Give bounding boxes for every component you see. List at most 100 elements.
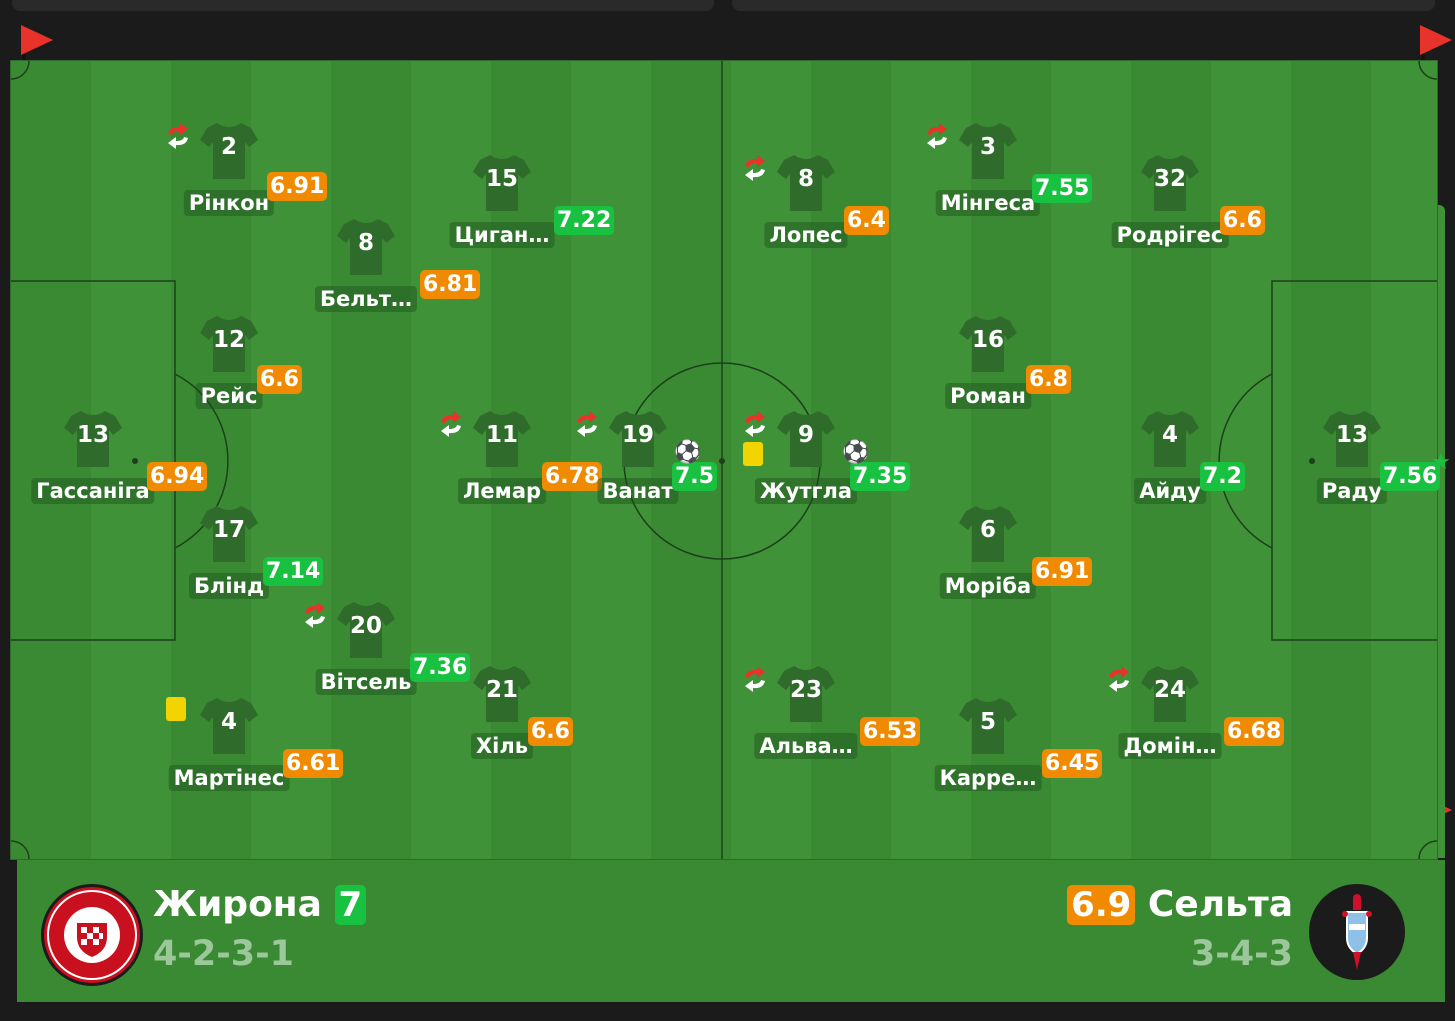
substitution-icon: [741, 410, 769, 438]
player-name: Родрігес: [1111, 222, 1229, 248]
player-number: 21: [485, 677, 518, 703]
substitution-icon: [437, 410, 465, 438]
shirt-icon: 15: [472, 152, 532, 214]
home-team-name: Жирона: [153, 884, 322, 925]
shirt-icon: 11: [472, 408, 532, 470]
player-rating: 7.55: [1032, 174, 1093, 203]
shirt-icon: 5: [958, 695, 1018, 757]
shirt-icon: 23: [776, 663, 836, 725]
teams-bar: Жирона 7 4-2-3-1 6.9 Сельта 3-4-3: [17, 860, 1445, 1002]
shirt-icon: 20: [336, 599, 396, 661]
player-name: Моріба: [939, 573, 1037, 599]
pitch-edge: [1436, 205, 1445, 858]
top-panel-right: [732, 0, 1435, 11]
player-number: 8: [357, 230, 374, 256]
substitution-icon: [1105, 665, 1133, 693]
player-rating: 6.45: [1042, 749, 1103, 778]
player-rating: 6.91: [267, 172, 328, 201]
star-icon: ★: [1431, 450, 1451, 475]
player-number: 4: [220, 709, 237, 735]
player-name: Роман: [945, 383, 1031, 409]
player-number: 20: [349, 613, 382, 639]
player-name: Хіль: [470, 733, 534, 759]
player-name: Альва…: [754, 733, 858, 759]
player-name: Ванат: [597, 478, 679, 504]
player-rating: 6.6: [257, 365, 302, 394]
player-number: 17: [212, 517, 245, 543]
home-team-title: Жирона 7: [153, 884, 367, 925]
away-team-name: Сельта: [1147, 884, 1293, 925]
player-rating: 7.14: [263, 557, 324, 586]
shirt-icon: 19: [608, 408, 668, 470]
player-rating: 6.61: [283, 749, 344, 778]
player-name: Рейс: [195, 383, 263, 409]
player-name: Лемар: [457, 478, 547, 504]
substitution-icon: [741, 665, 769, 693]
player-rating: 6.8: [1026, 365, 1071, 394]
player-rating: 7.2: [1200, 462, 1245, 491]
shirt-icon: 13: [1322, 408, 1382, 470]
shirt-icon: 32: [1140, 152, 1200, 214]
shirt-icon: 16: [958, 313, 1018, 375]
substitution-icon: [573, 410, 601, 438]
player-number: 5: [979, 709, 996, 735]
player-number: 8: [797, 166, 814, 192]
top-panel-left: [12, 0, 714, 11]
shirt-icon: 24: [1140, 663, 1200, 725]
player-name: Рінкон: [183, 190, 275, 216]
player-number: 19: [621, 422, 654, 448]
shirt-icon: 4: [199, 695, 259, 757]
player-rating: 6.6: [1220, 206, 1265, 235]
player-name: Гассаніга: [31, 478, 155, 504]
player-name: Циган…: [449, 222, 555, 248]
shirt-icon: 17: [199, 503, 259, 565]
player-name: Мартінес: [168, 765, 290, 791]
player-number: 16: [971, 327, 1004, 353]
player-name: Лопес: [764, 222, 848, 248]
player-number: 32: [1153, 166, 1186, 192]
ball-icon: ⚽: [842, 440, 870, 465]
yellow-card-icon: [166, 697, 186, 721]
player-rating: 6.78: [542, 462, 603, 491]
player-number: 6: [979, 517, 996, 543]
player-number: 23: [789, 677, 822, 703]
home-team-rating: 7: [334, 885, 367, 925]
shirt-icon: 8: [336, 216, 396, 278]
player-number: 24: [1153, 677, 1186, 703]
yellow-card-icon: [743, 442, 763, 466]
player-rating: 6.91: [1032, 557, 1093, 586]
shirt-icon: 12: [199, 313, 259, 375]
player-number: 13: [76, 422, 109, 448]
shirt-icon: 21: [472, 663, 532, 725]
player-name: Раду: [1316, 478, 1388, 504]
player-number: 2: [220, 134, 237, 160]
player-name: Бельт…: [314, 286, 418, 312]
player-name: Айду: [1134, 478, 1206, 504]
player-rating: 6.81: [420, 270, 481, 299]
player-number: 11: [485, 422, 518, 448]
substitution-icon: [301, 601, 329, 629]
player-rating: 7.36: [410, 653, 471, 682]
substitution-icon: [741, 154, 769, 182]
player-number: 9: [797, 422, 814, 448]
player-name: Вітсель: [315, 669, 417, 695]
away-formation: 3-4-3: [1190, 934, 1293, 974]
celta-crest-icon: [1309, 884, 1405, 980]
home-formation: 4-2-3-1: [153, 934, 294, 974]
player-rating: 7.35: [850, 462, 911, 491]
shirt-icon: 6: [958, 503, 1018, 565]
player-number: 15: [485, 166, 518, 192]
substitution-icon: [923, 122, 951, 150]
ball-icon: ⚽: [674, 440, 702, 465]
shirt-icon: 2: [199, 120, 259, 182]
away-team-rating: 6.9: [1067, 885, 1136, 925]
player-number: 13: [1335, 422, 1368, 448]
player-rating: 7.5: [672, 462, 717, 491]
player-name: Домін…: [1118, 733, 1222, 759]
girona-crest-icon: [41, 884, 143, 986]
player-rating: 6.53: [860, 717, 921, 746]
player-number: 4: [1161, 422, 1178, 448]
shirt-icon: 4: [1140, 408, 1200, 470]
player-name: Карре…: [934, 765, 1042, 791]
player-name: Блінд: [188, 573, 270, 599]
